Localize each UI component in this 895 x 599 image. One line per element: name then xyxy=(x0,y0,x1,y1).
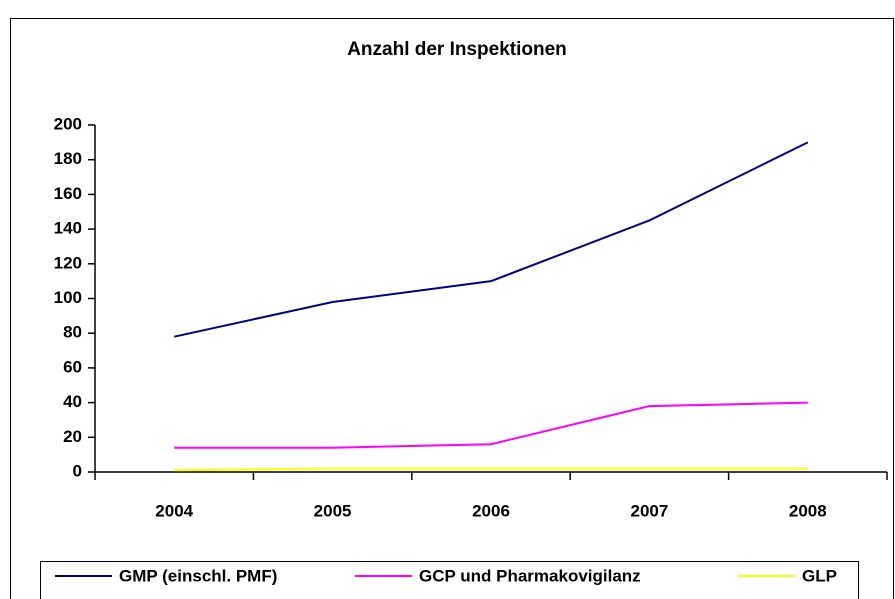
series-line xyxy=(174,467,808,472)
y-tick-label: 40 xyxy=(63,392,82,411)
y-tick-label: 120 xyxy=(54,253,82,272)
chart-title: Anzahl der Inspektionen xyxy=(347,39,567,60)
legend-label: GMP (einschl. PMF) xyxy=(119,566,277,585)
y-tick-label: 200 xyxy=(54,114,82,133)
y-tick-label: 20 xyxy=(63,427,82,446)
y-tick-label: 140 xyxy=(54,219,82,238)
series-line xyxy=(173,141,809,338)
x-tick-label: 2005 xyxy=(314,501,352,520)
y-tick-label: 80 xyxy=(63,323,82,342)
y-tick-label: 100 xyxy=(54,288,82,307)
y-tick-label: 180 xyxy=(54,149,82,168)
y-tick-label: 60 xyxy=(63,357,82,376)
x-tick-label: 2006 xyxy=(472,501,510,520)
legend-label: GCP und Pharmakovigilanz xyxy=(419,566,641,585)
y-tick-label: 160 xyxy=(54,184,82,203)
legend-label: GLP xyxy=(802,566,837,585)
series-line xyxy=(174,401,808,449)
chart-frame xyxy=(10,18,894,599)
x-tick-label: 2008 xyxy=(789,501,827,520)
legend-box xyxy=(40,561,859,599)
x-tick-label: 2004 xyxy=(155,501,193,520)
y-tick-label: 0 xyxy=(73,461,82,480)
x-tick-label: 2007 xyxy=(630,501,668,520)
